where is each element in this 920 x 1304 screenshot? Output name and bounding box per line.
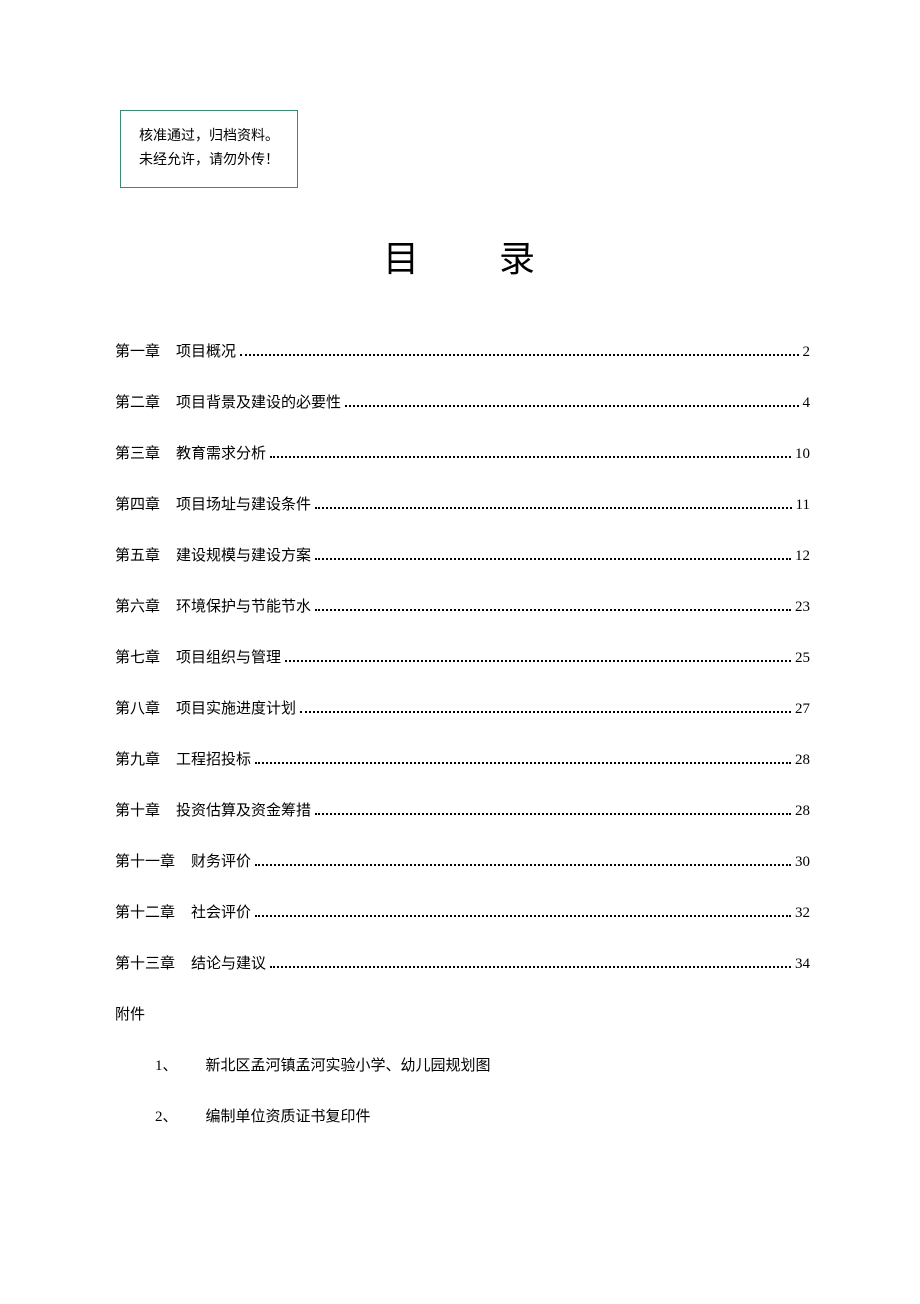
toc-chapter-number: 第十三章 (115, 952, 175, 973)
toc-chapter-number: 第四章 (115, 493, 160, 514)
toc-chapter-title: 结论与建议 (191, 952, 266, 973)
toc-chapter-number: 第十二章 (115, 901, 175, 922)
toc-chapter-title: 项目场址与建设条件 (176, 493, 311, 514)
toc-dots (315, 609, 791, 611)
toc-row: 第一章项目概况 2 (115, 340, 810, 361)
toc-chapter-title: 项目背景及建设的必要性 (176, 391, 341, 412)
toc-page-number: 10 (795, 446, 810, 463)
toc-row: 第十一章财务评价 30 (115, 850, 810, 871)
toc-page-number: 27 (795, 701, 810, 718)
toc-page-number: 23 (795, 599, 810, 616)
toc-chapter-number: 第十一章 (115, 850, 175, 871)
toc-page-number: 2 (803, 344, 811, 361)
appendix-item-number: 1、 (155, 1054, 178, 1075)
toc-page-number: 28 (795, 752, 810, 769)
toc-row: 第十三章结论与建议 34 (115, 952, 810, 973)
toc-chapter-title: 项目概况 (176, 340, 236, 361)
toc-row: 第二章项目背景及建设的必要性 4 (115, 391, 810, 412)
toc-page-number: 12 (795, 548, 810, 565)
notice-line-2: 未经允许，请勿外传！ (139, 149, 279, 173)
toc-chapter-number: 第五章 (115, 544, 160, 565)
toc-dots (255, 864, 791, 866)
toc-chapter-number: 第七章 (115, 646, 160, 667)
title-char-1: 目 (383, 239, 421, 279)
toc-chapter-title: 项目实施进度计划 (176, 697, 296, 718)
appendix-item: 2、 编制单位资质证书复印件 (155, 1105, 810, 1126)
toc-chapter-number: 第十章 (115, 799, 160, 820)
toc-dots (315, 558, 791, 560)
toc-page-number: 34 (795, 956, 810, 973)
toc-row: 第九章工程招投标 28 (115, 748, 810, 769)
toc-dots (285, 660, 791, 662)
toc-page-number: 4 (803, 395, 811, 412)
toc-row: 第三章教育需求分析 10 (115, 442, 810, 463)
toc-row: 第四章项目场址与建设条件 11 (115, 493, 810, 514)
toc-row: 第八章项目实施进度计划 27 (115, 697, 810, 718)
toc-dots (300, 711, 791, 713)
toc-dots (270, 456, 791, 458)
toc-chapter-title: 教育需求分析 (176, 442, 266, 463)
toc-row: 第七章项目组织与管理 25 (115, 646, 810, 667)
toc-chapter-number: 第六章 (115, 595, 160, 616)
appendix-item-text: 编制单位资质证书复印件 (206, 1109, 371, 1125)
toc-chapter-number: 第三章 (115, 442, 160, 463)
toc-chapter-title: 财务评价 (191, 850, 251, 871)
toc-row: 第十二章社会评价 32 (115, 901, 810, 922)
notice-line-1: 核准通过，归档资料。 (139, 125, 279, 149)
document-title: 目 录 (0, 230, 920, 282)
toc-chapter-title: 环境保护与节能节水 (176, 595, 311, 616)
appendix-heading: 附件 (115, 1003, 810, 1024)
toc-dots (240, 354, 798, 356)
toc-dots (255, 915, 791, 917)
toc-dots (345, 405, 798, 407)
toc-dots (270, 966, 791, 968)
toc-chapter-number: 第一章 (115, 340, 160, 361)
title-char-2: 录 (499, 239, 537, 279)
toc-row: 第六章环境保护与节能节水 23 (115, 595, 810, 616)
toc-row: 第十章投资估算及资金筹措 28 (115, 799, 810, 820)
toc-row: 第五章建设规模与建设方案 12 (115, 544, 810, 565)
toc-chapter-title: 项目组织与管理 (176, 646, 281, 667)
appendix-item: 1、 新北区孟河镇孟河实验小学、幼儿园规划图 (155, 1054, 810, 1075)
table-of-contents: 第一章项目概况 2 第二章项目背景及建设的必要性 4 第三章教育需求分析 10 第四章项目场… (115, 340, 810, 1156)
toc-page-number: 32 (795, 905, 810, 922)
toc-dots (315, 813, 791, 815)
toc-chapter-title: 工程招投标 (176, 748, 251, 769)
toc-chapter-title: 社会评价 (191, 901, 251, 922)
toc-chapter-number: 第八章 (115, 697, 160, 718)
toc-page-number: 25 (795, 650, 810, 667)
toc-dots (255, 762, 791, 764)
toc-chapter-number: 第九章 (115, 748, 160, 769)
toc-page-number: 28 (795, 803, 810, 820)
appendix-item-number: 2、 (155, 1105, 178, 1126)
toc-chapter-title: 建设规模与建设方案 (176, 544, 311, 565)
toc-chapter-number: 第二章 (115, 391, 160, 412)
toc-page-number: 11 (796, 497, 810, 514)
toc-chapter-title: 投资估算及资金筹措 (176, 799, 311, 820)
notice-box: 核准通过，归档资料。 未经允许，请勿外传！ (120, 110, 298, 188)
toc-dots (315, 507, 792, 509)
toc-page-number: 30 (795, 854, 810, 871)
appendix-item-text: 新北区孟河镇孟河实验小学、幼儿园规划图 (206, 1058, 491, 1074)
